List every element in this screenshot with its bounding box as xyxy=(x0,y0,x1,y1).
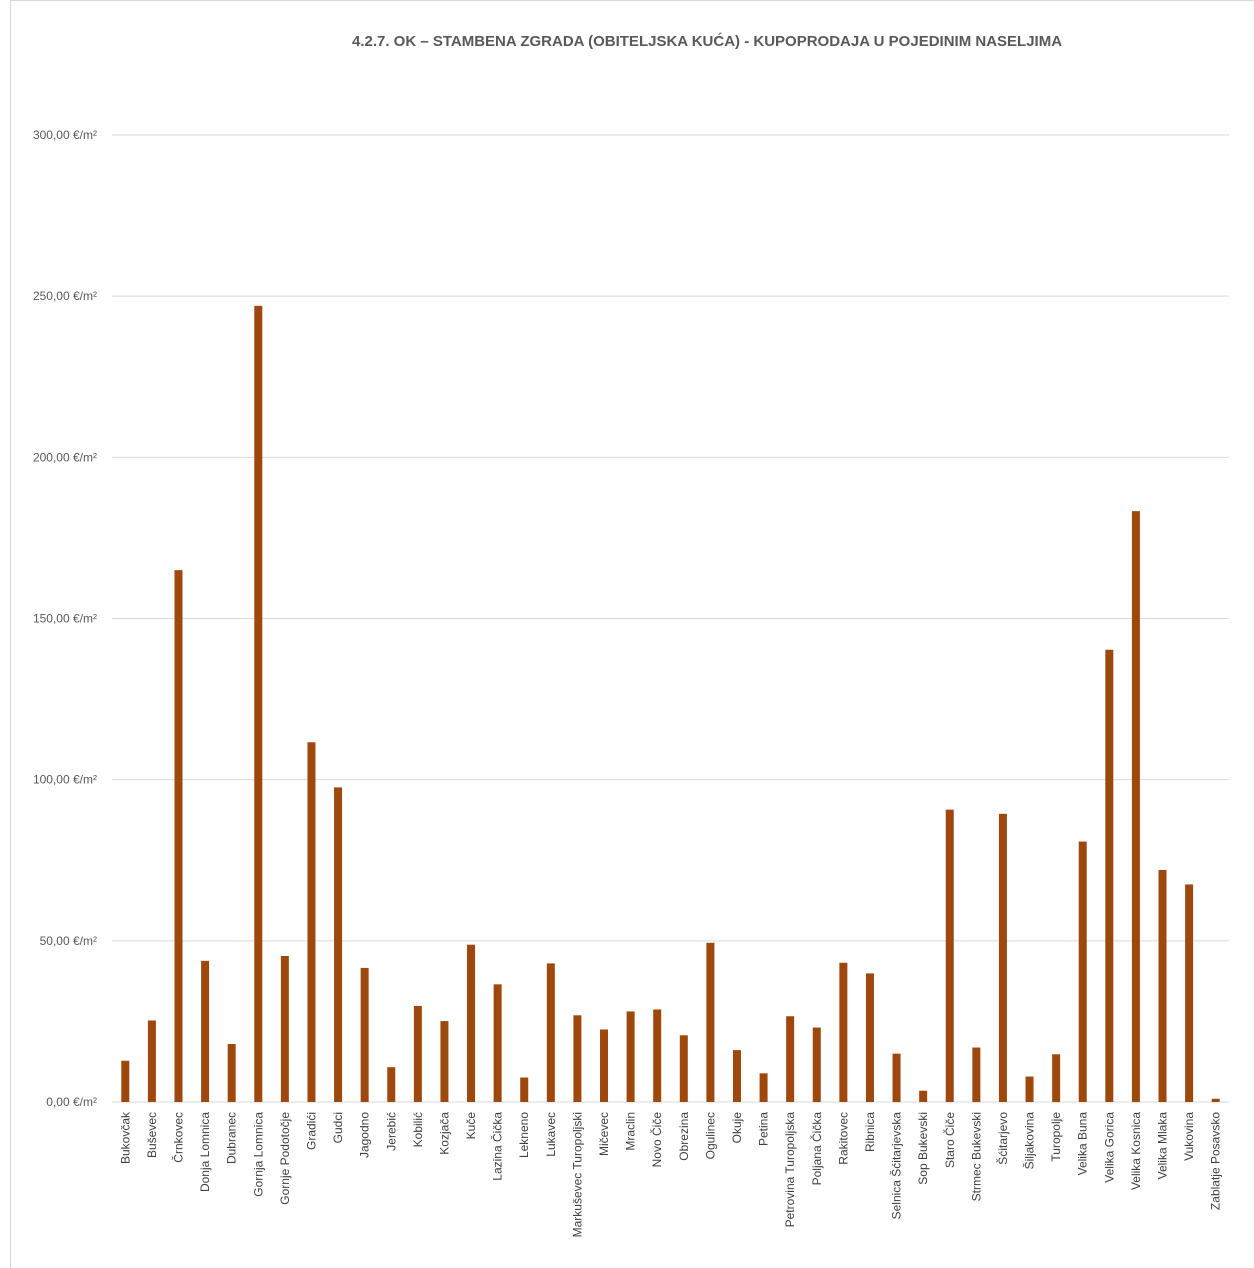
x-tick-label: Selnica Šćitarjevska xyxy=(889,1112,904,1220)
x-tick-label: Lazina Čička xyxy=(490,1112,505,1181)
x-tick-label: Velika Mlaka xyxy=(1156,1112,1170,1180)
bar xyxy=(839,962,848,1102)
gridlines xyxy=(112,134,1229,1103)
bar xyxy=(201,960,210,1102)
bar xyxy=(679,1035,688,1102)
x-tick-label: Gradići xyxy=(304,1112,318,1150)
bar xyxy=(1211,1098,1220,1102)
bar xyxy=(413,1005,422,1102)
x-tick-label: Rakitovec xyxy=(836,1112,850,1165)
bar xyxy=(1185,884,1194,1102)
x-tick-label: Turopolje xyxy=(1049,1112,1063,1162)
x-tick-label: Dubranec xyxy=(225,1112,239,1164)
x-tick-label: Okuje xyxy=(730,1112,744,1144)
bar xyxy=(493,984,502,1102)
x-tick-label: Kuče xyxy=(464,1112,478,1140)
bar xyxy=(626,1011,635,1102)
bar xyxy=(387,1067,396,1102)
bar xyxy=(653,1009,662,1102)
y-tick-label: 250,00 €/m² xyxy=(33,289,97,303)
bar xyxy=(573,1015,582,1102)
x-tick-label: Poljana Čička xyxy=(809,1112,824,1186)
bar xyxy=(334,787,343,1102)
x-tick-label: Bukovčak xyxy=(118,1111,132,1164)
bar xyxy=(998,813,1007,1102)
x-tick-label: Markuševec Turopoljski xyxy=(570,1112,584,1237)
bar xyxy=(892,1053,901,1102)
bar xyxy=(227,1043,236,1102)
y-tick-label: 50,00 €/m² xyxy=(40,934,97,948)
bar xyxy=(121,1060,130,1102)
y-tick-label: 150,00 €/m² xyxy=(33,612,97,626)
bar xyxy=(706,942,715,1102)
bar xyxy=(919,1090,928,1102)
bar xyxy=(174,570,183,1102)
bar xyxy=(520,1077,529,1102)
x-tick-label: Vukovina xyxy=(1182,1112,1196,1161)
bar xyxy=(546,963,555,1102)
bar xyxy=(865,973,874,1102)
bar xyxy=(254,305,263,1102)
x-tick-label: Lukavec xyxy=(544,1112,558,1157)
x-tick-label: Mraclin xyxy=(624,1112,638,1151)
bar xyxy=(440,1021,449,1102)
x-tick-label: Zablatje Posavsko xyxy=(1209,1112,1223,1210)
bar xyxy=(467,944,476,1102)
chart-frame xyxy=(10,0,1254,1268)
x-tick-label: Ogulinec xyxy=(703,1112,717,1159)
bar xyxy=(307,742,316,1102)
x-tick-label: Kobilić xyxy=(411,1112,425,1147)
bar xyxy=(1158,869,1167,1102)
x-tick-label: Staro Čiče xyxy=(942,1112,957,1168)
bars xyxy=(121,305,1220,1103)
bar xyxy=(1078,841,1087,1102)
x-tick-label: Velika Gorica xyxy=(1102,1112,1116,1183)
bar xyxy=(600,1029,609,1102)
x-tick-label: Jagodno xyxy=(358,1112,372,1158)
x-tick-label: Obrezina xyxy=(677,1112,691,1161)
y-tick-label: 0,00 €/m² xyxy=(46,1095,97,1109)
x-tick-label: Velika Buna xyxy=(1076,1112,1090,1176)
bar xyxy=(360,967,369,1102)
bar xyxy=(1131,511,1140,1103)
x-tick-label: Mičevec xyxy=(597,1112,611,1156)
y-tick-label: 100,00 €/m² xyxy=(33,773,97,787)
x-axis-labels: Bukovčak Buševec Črnkovec Donja Lomnica Dubr… xyxy=(118,1111,1222,1237)
bar xyxy=(1025,1076,1034,1102)
bar xyxy=(759,1073,768,1102)
x-tick-label: Gornja Lomnica xyxy=(251,1112,265,1197)
x-tick-label: Jerebić xyxy=(384,1112,398,1151)
x-tick-label: Sop Bukevski xyxy=(916,1112,930,1185)
bar xyxy=(1052,1054,1061,1102)
y-tick-label: 200,00 €/m² xyxy=(33,450,97,464)
x-tick-label: Gudci xyxy=(331,1112,345,1143)
bar xyxy=(280,955,289,1102)
x-tick-label: Ribnica xyxy=(863,1112,877,1152)
bar xyxy=(732,1050,741,1102)
x-tick-label: Donja Lomnica xyxy=(198,1112,212,1192)
x-tick-label: Črnkovec xyxy=(170,1112,185,1163)
chart-title: 4.2.7. OK – STAMBENA ZGRADA (OBITELJSKA … xyxy=(351,33,1063,50)
bar xyxy=(147,1020,156,1102)
bar xyxy=(812,1027,821,1102)
x-tick-label: Velika Kosnica xyxy=(1129,1112,1143,1190)
bar xyxy=(972,1047,981,1102)
x-tick-label: Novo Čiče xyxy=(649,1112,664,1168)
x-tick-label: Petina xyxy=(757,1112,771,1146)
y-axis-labels: 0,00 €/m² 50,00 €/m² 100,00 €/m² 150,00 €/m… xyxy=(33,128,97,1109)
x-tick-label: Šiljakovina xyxy=(1022,1112,1037,1170)
x-tick-label: Lekneno xyxy=(517,1112,531,1158)
x-tick-label: Petrovina Turopoljska xyxy=(783,1112,797,1228)
bar xyxy=(786,1016,795,1102)
x-tick-label: Šćitarjevo xyxy=(995,1112,1010,1165)
x-tick-label: Gornje Podotočje xyxy=(278,1112,292,1205)
bar xyxy=(945,809,954,1102)
bar xyxy=(1105,649,1114,1102)
x-tick-label: Buševec xyxy=(145,1112,159,1158)
y-tick-label: 300,00 €/m² xyxy=(33,128,97,142)
x-tick-label: Kozjača xyxy=(437,1112,451,1155)
x-tick-label: Strmec Bukevski xyxy=(969,1112,983,1201)
